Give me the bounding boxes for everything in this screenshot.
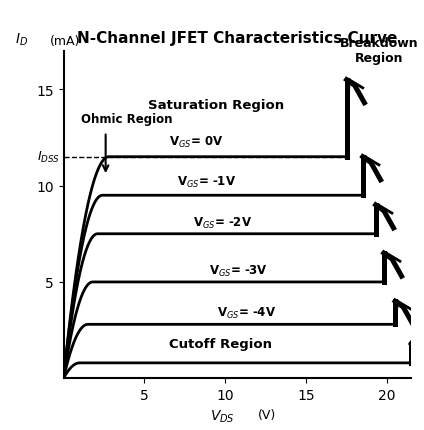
Text: Cutoff Region: Cutoff Region — [169, 337, 272, 350]
Text: V$_{GS}$= -1V: V$_{GS}$= -1V — [177, 175, 236, 190]
Title: N-Channel JFET Characteristics Curve: N-Channel JFET Characteristics Curve — [77, 31, 398, 46]
Text: $I_D$: $I_D$ — [15, 32, 28, 48]
Text: (V): (V) — [258, 408, 276, 421]
Text: Ohmic Region: Ohmic Region — [81, 112, 172, 126]
Text: $V_{DS}$: $V_{DS}$ — [209, 408, 234, 424]
Text: V$_{GS}$= -3V: V$_{GS}$= -3V — [209, 263, 268, 278]
Text: (mA): (mA) — [50, 35, 80, 48]
Text: V$_{GS}$= 0V: V$_{GS}$= 0V — [169, 135, 223, 150]
Text: Saturation Region: Saturation Region — [148, 99, 284, 112]
Text: $I_{DSS}$: $I_{DSS}$ — [37, 150, 60, 165]
Text: V$_{GS}$= -4V: V$_{GS}$= -4V — [217, 305, 276, 321]
Text: V$_{GS}$= -2V: V$_{GS}$= -2V — [193, 215, 252, 230]
Text: Breakdown
Region: Breakdown Region — [340, 37, 418, 65]
